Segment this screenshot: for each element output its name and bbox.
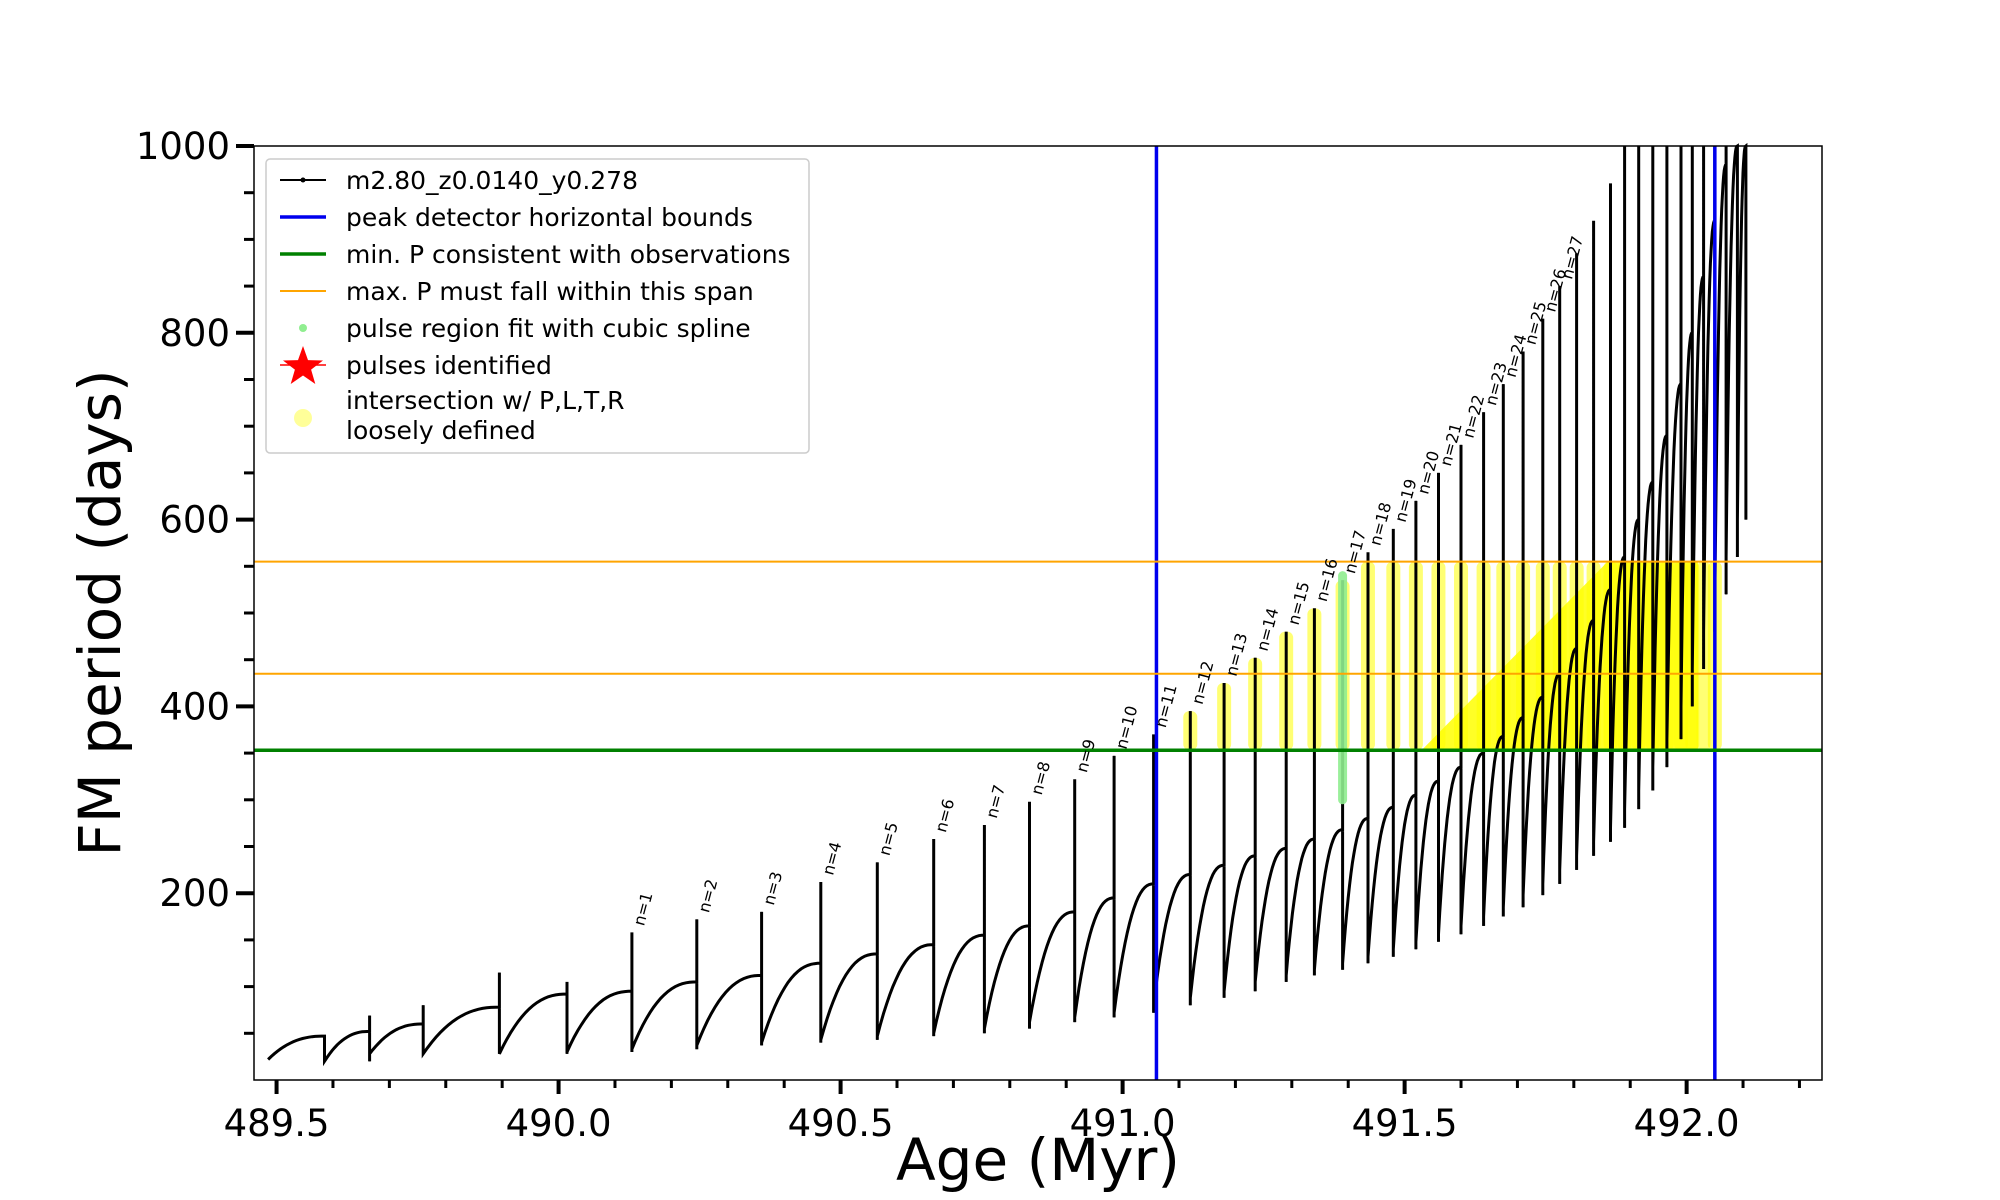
y-tick-label-1: 200 xyxy=(159,872,230,915)
pulse-label-2: n=2 xyxy=(694,877,721,915)
legend-label: pulses identified xyxy=(346,351,552,380)
x-tick-label-3: 490.5 xyxy=(788,1102,894,1145)
pulse-label-3: n=3 xyxy=(759,870,786,908)
pulse-label-10: n=10 xyxy=(1112,704,1142,751)
pulse-label-9: n=9 xyxy=(1072,737,1099,775)
legend-marker-icon xyxy=(294,409,312,427)
legend-point-icon xyxy=(300,177,306,183)
legend-item-5: pulse region fit with cubic spline xyxy=(299,314,751,343)
x-tick-label-2: 490.0 xyxy=(506,1102,612,1145)
pulse-label-12: n=12 xyxy=(1188,659,1218,706)
y-tick-label-3: 600 xyxy=(159,499,230,542)
x-tick-label-5: 491.5 xyxy=(1352,1102,1458,1145)
period-curve xyxy=(267,142,1748,1067)
legend-marker-icon xyxy=(299,324,307,332)
legend-label: max. P must fall within this span xyxy=(346,277,754,306)
legend-item-3: min. P consistent with observations xyxy=(280,240,791,269)
pulse-label-8: n=8 xyxy=(1027,759,1054,797)
pulse-label-1: n=1 xyxy=(629,890,656,928)
legend-item-6: pulses identified xyxy=(280,346,552,384)
y-tick-label-5: 1000 xyxy=(136,125,230,168)
pulse-label-18: n=18 xyxy=(1366,500,1396,547)
legend-item-2: peak detector horizontal bounds xyxy=(280,203,753,232)
x-tick-label-1: 489.5 xyxy=(224,1102,330,1145)
y-tick-label-4: 800 xyxy=(159,312,230,355)
x-axis-label: Age (Myr) xyxy=(896,1126,1180,1194)
legend-label: peak detector horizontal bounds xyxy=(346,203,753,232)
legend-label: m2.80_z0.0140_y0.278 xyxy=(346,166,638,195)
pulse-label-5: n=5 xyxy=(875,820,902,858)
y-axis: 200 400 600 800 1000 xyxy=(136,125,254,1035)
pulse-label-14: n=14 xyxy=(1253,606,1283,653)
legend-item-1: m2.80_z0.0140_y0.278 xyxy=(280,166,638,195)
legend-box xyxy=(265,158,810,454)
pulse-label-27: n=27 xyxy=(1557,234,1587,281)
x-tick-label-6: 492.0 xyxy=(1634,1102,1740,1145)
x-tick-label-4: 491.0 xyxy=(1070,1102,1176,1145)
legend-label: pulse region fit with cubic spline xyxy=(346,314,751,343)
pulse-label-4: n=4 xyxy=(818,840,845,878)
legend-label: min. P consistent with observations xyxy=(346,240,791,269)
legend-item-4: max. P must fall within this span xyxy=(280,277,754,306)
pulse-label-13: n=13 xyxy=(1222,631,1252,678)
legend-label: intersection w/ P,L,T,R xyxy=(346,386,625,415)
pulse-label-7: n=7 xyxy=(982,783,1009,821)
y-axis-label: FM period (days) xyxy=(66,369,134,856)
y-tick-label-2: 400 xyxy=(159,685,230,728)
star-icon xyxy=(283,346,323,384)
legend-label: loosely defined xyxy=(346,416,536,445)
x-axis: 489.5 490.0 490.5 491.0 491.5 492.0 xyxy=(224,1080,1801,1145)
pulse-label-6: n=6 xyxy=(931,797,958,835)
